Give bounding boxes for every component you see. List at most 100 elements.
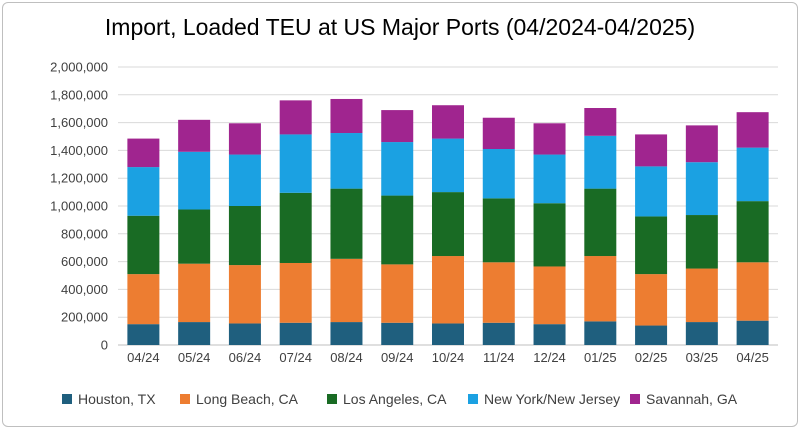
bar-segment <box>381 322 414 345</box>
bar-segment <box>736 262 769 321</box>
bar-segment <box>685 322 718 345</box>
y-tick-label: 400,000 <box>61 282 108 297</box>
y-tick-label: 1,200,000 <box>50 171 108 186</box>
x-tick-label: 04/24 <box>127 350 160 365</box>
y-tick-label: 200,000 <box>61 310 108 325</box>
bar-segment <box>279 322 312 345</box>
x-tick-label: 03/25 <box>686 350 719 365</box>
x-tick-label: 05/24 <box>178 350 211 365</box>
bar-segment <box>584 321 617 345</box>
bar-segment <box>330 133 363 189</box>
bar-segment <box>228 154 261 206</box>
legend-swatch <box>327 394 337 404</box>
bar-segment <box>482 198 515 263</box>
bar-segment <box>127 215 160 275</box>
bar-segment <box>533 324 566 345</box>
bar-segment <box>584 256 617 322</box>
bar-segment <box>736 201 769 263</box>
bar-segment <box>279 100 312 135</box>
x-tick-label: 01/25 <box>584 350 617 365</box>
bar-segment <box>482 262 515 323</box>
bar-segment <box>685 268 718 323</box>
bar-segment <box>482 117 515 150</box>
bar-segment <box>228 323 261 345</box>
bar-segment <box>635 274 668 326</box>
bars <box>127 98 769 345</box>
x-tick-label: 09/24 <box>381 350 414 365</box>
y-tick-label: 1,000,000 <box>50 199 108 214</box>
bar-segment <box>127 138 160 168</box>
bar-segment <box>178 322 211 345</box>
bar-segment <box>432 138 464 193</box>
chart-title: Import, Loaded TEU at US Major Ports (04… <box>104 14 696 40</box>
legend-item: Los Angeles, CA <box>327 391 447 407</box>
x-axis-ticks: 04/24 05/24 06/24 07/24 08/24 09/24 10/24 11/24… <box>127 350 769 365</box>
legend-item: Savannah, GA <box>630 391 737 407</box>
bar-segment <box>685 125 718 163</box>
x-tick-label: 04/25 <box>736 350 769 365</box>
bar-segment <box>432 256 464 324</box>
x-tick-label: 07/24 <box>279 350 312 365</box>
legend-item: Houston, TX <box>62 391 156 407</box>
bar-segment <box>127 167 160 216</box>
y-tick-label: 800,000 <box>61 226 108 241</box>
y-tick-label: 1,800,000 <box>50 87 108 102</box>
bar-segment <box>381 142 414 196</box>
bar-segment <box>330 98 363 134</box>
legend-label: Savannah, GA <box>646 391 738 407</box>
chart-legend: Houston, TX Long Beach, CA Los Angeles, CA… <box>0 391 800 411</box>
bar-segment <box>178 209 211 264</box>
legend-swatch <box>630 394 640 404</box>
bar-segment <box>533 123 566 155</box>
bar-segment <box>584 135 617 189</box>
bar-segment <box>432 323 464 345</box>
bar-segment <box>432 105 464 139</box>
bar-segment <box>584 188 617 257</box>
x-tick-label: 06/24 <box>229 350 262 365</box>
bar-segment <box>381 195 414 265</box>
legend-label: Los Angeles, CA <box>343 391 447 407</box>
bar-segment <box>279 134 312 193</box>
bar-segment <box>736 112 769 148</box>
y-tick-label: 600,000 <box>61 254 108 269</box>
bar-segment <box>635 134 668 167</box>
bar-segment <box>381 264 414 323</box>
legend-swatch <box>468 394 478 404</box>
bar-segment <box>178 119 211 152</box>
legend-swatch <box>180 394 190 404</box>
bar-segment <box>279 262 312 323</box>
bar-segment <box>482 322 515 345</box>
bar-segment <box>736 320 769 345</box>
bar-segment <box>432 192 464 257</box>
bar-segment <box>533 154 566 204</box>
legend-item: New York/New Jersey <box>468 391 620 407</box>
y-tick-label: 1,600,000 <box>50 115 108 130</box>
bar-segment <box>330 188 363 259</box>
bar-segment <box>178 263 211 323</box>
bar-segment <box>127 324 160 345</box>
bar-segment <box>228 123 261 155</box>
bar-segment <box>685 162 718 216</box>
y-tick-label: 1,400,000 <box>50 143 108 158</box>
y-tick-label: 0 <box>101 338 108 353</box>
bar-segment <box>178 151 211 210</box>
bar-segment <box>381 110 414 143</box>
legend-item: Long Beach, CA <box>180 391 298 407</box>
y-tick-label: 2,000,000 <box>50 60 108 75</box>
bar-segment <box>584 108 617 136</box>
bar-segment <box>635 325 668 345</box>
x-tick-label: 02/25 <box>635 350 668 365</box>
legend-swatch <box>62 394 72 404</box>
bar-segment <box>685 215 718 269</box>
bar-segment <box>330 322 363 345</box>
bar-segment <box>533 266 566 325</box>
legend-label: New York/New Jersey <box>484 391 621 407</box>
x-tick-label: 12/24 <box>533 350 566 365</box>
y-axis-ticks: 0 200,000 400,000 600,000 800,000 1,000,000 1,… <box>50 60 108 353</box>
x-tick-label: 11/24 <box>483 350 515 365</box>
bar-segment <box>228 206 261 266</box>
bar-segment <box>736 147 769 202</box>
legend-label: Houston, TX <box>78 391 156 407</box>
x-tick-label: 10/24 <box>432 350 465 365</box>
bar-segment <box>330 258 363 323</box>
